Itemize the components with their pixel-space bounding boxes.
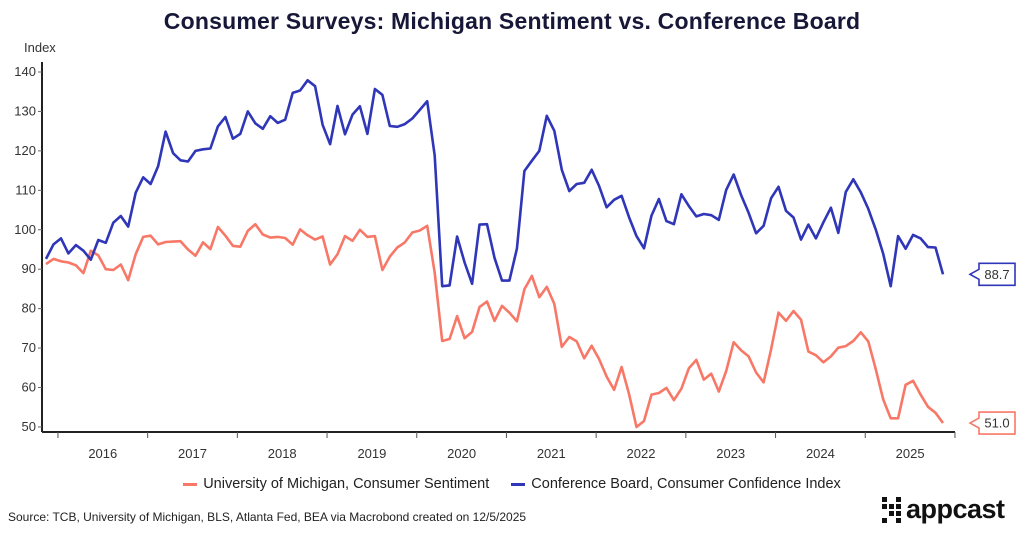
logo-text: appcast — [906, 494, 1005, 524]
end-labels: 51.0 88.7 — [968, 262, 1016, 435]
y-tick-label: 80 — [22, 301, 36, 316]
x-tick-label: 2022 — [627, 446, 656, 461]
x-tick-label: 2021 — [537, 446, 566, 461]
chart-title: Consumer Surveys: Michigan Sentiment vs.… — [163, 8, 861, 34]
end-value-callout — [968, 411, 1016, 435]
x-tick-label: 2020 — [447, 446, 476, 461]
appcast-logo: appcast — [882, 494, 1005, 525]
x-tick-label: 2016 — [88, 446, 117, 461]
legend-item-conference-board: Conference Board, Consumer Confidence In… — [511, 476, 841, 492]
y-tick-label: 50 — [22, 419, 36, 434]
y-tick-label: 140 — [14, 64, 36, 79]
x-tick-label: 2017 — [178, 446, 207, 461]
legend-label: University of Michigan, Consumer Sentime… — [203, 476, 490, 492]
x-tick-label: 2019 — [357, 446, 386, 461]
line-chart: Index 50 60 70 80 90 100 110 120 130 140 2016 2017… — [14, 40, 1016, 461]
x-tick-label: 2025 — [896, 446, 925, 461]
x-tick-label: 2023 — [716, 446, 745, 461]
legend-label: Conference Board, Consumer Confidence In… — [531, 476, 841, 492]
y-tick-label: 110 — [15, 182, 36, 197]
source-note: Source: TCB, University of Michigan, BLS… — [8, 510, 527, 524]
end-value-callout — [968, 262, 1016, 287]
y-tick-label: 90 — [22, 261, 36, 276]
x-axis: 2016 2017 2018 2019 2020 2021 2022 2023 2024 2025 — [42, 431, 956, 461]
y-tick-label: 130 — [14, 103, 36, 118]
x-tick-label: 2024 — [806, 446, 835, 461]
y-tick-label: 70 — [22, 340, 36, 355]
x-tick-label: 2018 — [268, 446, 297, 461]
series-line-conference-board — [44, 79, 945, 288]
end-value-label: 88.7 — [984, 267, 1009, 282]
y-tick-label: 120 — [14, 143, 36, 158]
end-value-label: 51.0 — [984, 416, 1009, 431]
legend-item-michigan: University of Michigan, Consumer Sentime… — [183, 476, 489, 492]
y-tick-label: 60 — [22, 380, 36, 395]
y-axis: 50 60 70 80 90 100 110 120 130 140 — [14, 62, 43, 434]
legend: University of Michigan, Consumer Sentime… — [0, 476, 1024, 492]
series-lines — [44, 79, 945, 429]
logo-mark-icon — [882, 496, 901, 523]
y-axis-label: Index — [24, 40, 56, 55]
y-tick-label: 100 — [14, 222, 36, 237]
legend-swatch — [183, 482, 198, 486]
legend-swatch — [511, 482, 526, 486]
series-line-michigan — [45, 222, 945, 429]
